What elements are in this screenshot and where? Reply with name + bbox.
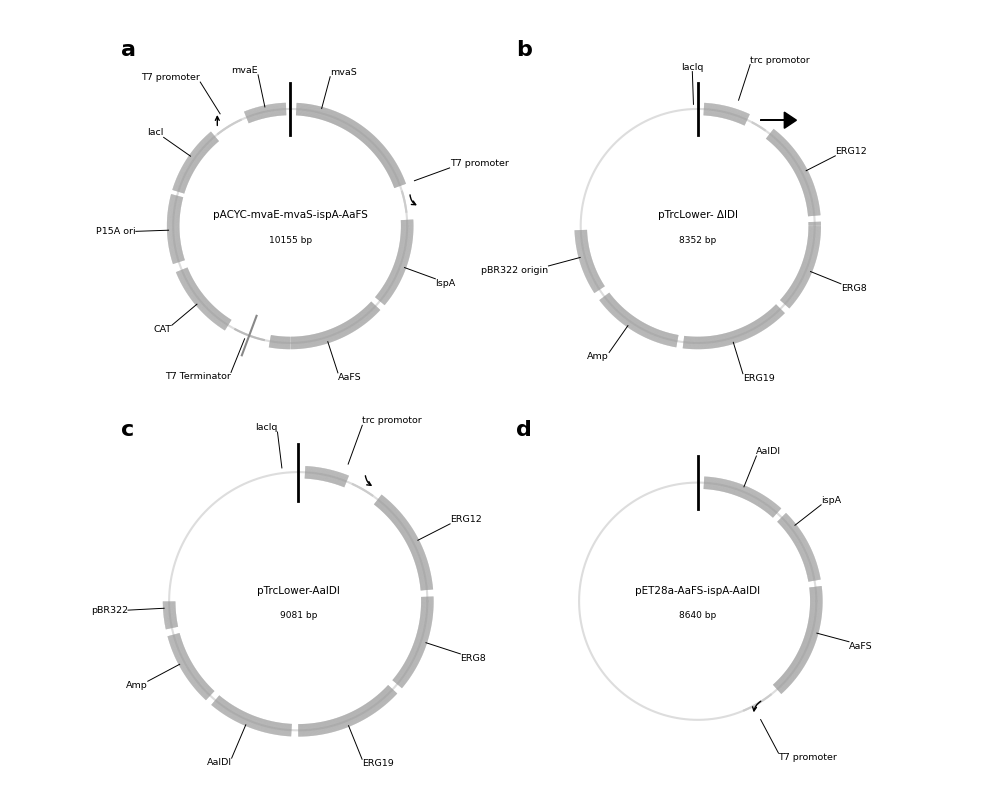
Text: trc promotor: trc promotor [750, 56, 810, 65]
Text: T7 Terminator: T7 Terminator [165, 372, 231, 382]
Text: pET28a-AaFS-ispA-AaIDI: pET28a-AaFS-ispA-AaIDI [635, 586, 760, 596]
Text: d: d [516, 420, 532, 440]
Text: 8352 bp: 8352 bp [679, 236, 716, 245]
Text: pBR322: pBR322 [91, 605, 128, 615]
Text: trc promotor: trc promotor [362, 416, 422, 425]
Text: CAT: CAT [154, 325, 172, 334]
Text: T7 promoter: T7 promoter [450, 159, 508, 168]
Text: lacI: lacI [147, 128, 164, 137]
Text: b: b [516, 40, 532, 61]
Text: AaIDI: AaIDI [207, 758, 232, 767]
Text: c: c [121, 420, 134, 440]
Text: mvaE: mvaE [231, 66, 258, 75]
Text: 10155 bp: 10155 bp [269, 236, 312, 245]
Text: pTrcLower- ΔIDI: pTrcLower- ΔIDI [658, 211, 738, 220]
Text: pACYC-mvaE-mvaS-ispA-AaFS: pACYC-mvaE-mvaS-ispA-AaFS [213, 211, 368, 220]
Text: ERG19: ERG19 [743, 374, 775, 383]
Text: pBR322 origin: pBR322 origin [481, 266, 549, 275]
Text: 9081 bp: 9081 bp [280, 611, 317, 621]
Text: laclq: laclq [681, 63, 704, 72]
Text: mvaS: mvaS [330, 68, 357, 77]
Text: pTrcLower-AaIDI: pTrcLower-AaIDI [257, 586, 340, 596]
Text: T7 promoter: T7 promoter [778, 753, 837, 762]
FancyArrow shape [760, 112, 796, 128]
Text: Amp: Amp [126, 681, 148, 690]
Text: AaIDI: AaIDI [756, 447, 781, 456]
Text: ERG8: ERG8 [841, 284, 867, 293]
Text: ERG12: ERG12 [450, 515, 482, 524]
Text: ERG19: ERG19 [362, 759, 394, 768]
Text: AaFS: AaFS [338, 373, 362, 382]
Text: ispA: ispA [821, 495, 841, 505]
Text: a: a [121, 40, 136, 61]
Text: T7 promoter: T7 promoter [141, 73, 200, 82]
Text: AaFS: AaFS [849, 642, 873, 650]
Text: P15A ori: P15A ori [96, 227, 136, 236]
Text: ERG8: ERG8 [460, 654, 486, 663]
Text: Amp: Amp [587, 353, 609, 362]
Text: ERG12: ERG12 [835, 147, 867, 156]
Text: IspA: IspA [435, 278, 456, 288]
Text: 8640 bp: 8640 bp [679, 611, 716, 621]
Text: laclq: laclq [255, 423, 277, 432]
